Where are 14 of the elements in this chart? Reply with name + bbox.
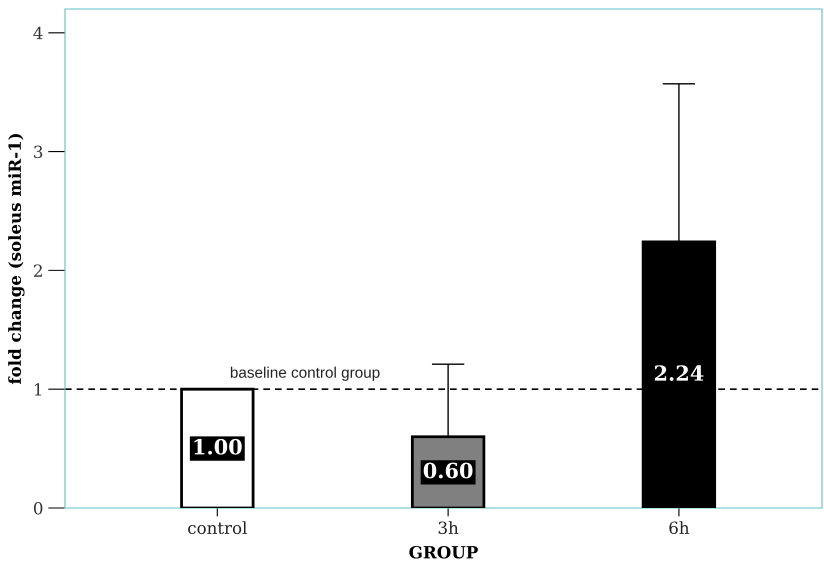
y-axis-title: fold change (soleus miR-1) xyxy=(8,134,25,384)
data-label: 2.24 xyxy=(654,365,704,381)
y-tick-label: 3 xyxy=(34,146,42,158)
x-axis-title: GROUP xyxy=(409,546,478,559)
ref-line-label: baseline control group xyxy=(230,366,380,381)
x-tick-label: control xyxy=(188,521,247,534)
x-tick-label: 6h xyxy=(669,521,690,534)
y-tick-label: 4 xyxy=(33,26,43,40)
data-label: 1.00 xyxy=(194,438,242,455)
y-tick-label: 2 xyxy=(34,264,42,277)
y-tick-label: 1 xyxy=(34,383,42,396)
y-tick-label: 0 xyxy=(34,502,42,515)
x-tick-label: 3h xyxy=(438,521,458,534)
data-label: 0.60 xyxy=(424,462,473,478)
